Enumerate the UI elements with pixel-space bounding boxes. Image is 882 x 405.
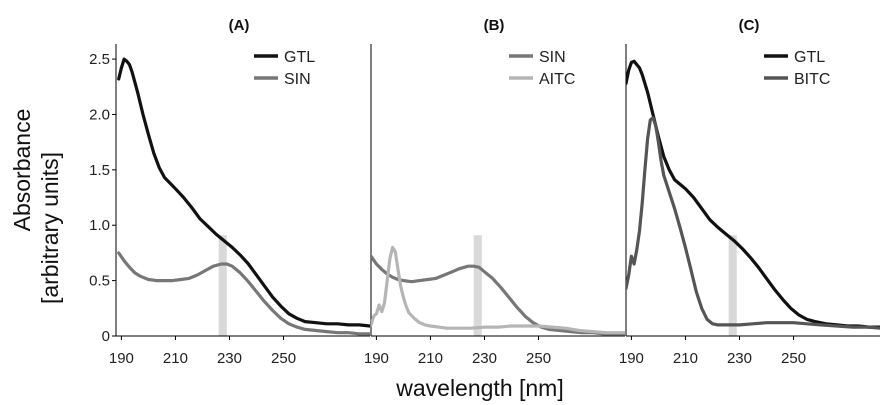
panel-b-series-aitc: [371, 245, 625, 335]
panel-c-legend-label-gtl: GTL: [794, 49, 825, 66]
panel-c-x-tick-label-190: 190: [619, 350, 644, 367]
y-axis-label-line2: [arbitrary units]: [37, 152, 63, 304]
panel-a-y-tick-label-0: 0: [102, 328, 110, 345]
panel-c-highlight-band: [728, 235, 737, 336]
panel-c-series-gtl: [626, 59, 880, 329]
panel-c-x-tick-label-230: 230: [727, 350, 752, 367]
panel-a-legend-label-sin: SIN: [284, 71, 311, 88]
panel-c-title: (C): [739, 17, 760, 34]
panel-a-x-tick-label-190: 190: [109, 350, 134, 367]
panel-a-y-tick-label-0-5: 0.5: [89, 273, 110, 290]
panel-b-legend-label-aitc: AITC: [539, 71, 575, 88]
x-axis-label: wavelength [nm]: [395, 375, 563, 401]
panel-a-x-tick-label-210: 210: [163, 350, 188, 367]
panel-b: 190 210 230 250 (B) SIN AITC: [364, 17, 625, 367]
panel-c-x-tick-label-210: 210: [673, 350, 698, 367]
panel-a: 0 0.5 1.0 1.5 2.0 2.5 190 210 230 250 (A) GTL SIN: [89, 17, 370, 367]
panel-c-legend-label-bitc: BITC: [794, 71, 830, 88]
panel-b-highlight-band: [473, 235, 482, 336]
panel-a-highlight-band: [218, 235, 227, 336]
panel-b-x-tick-label-250: 250: [526, 350, 551, 367]
panel-c-series-bitc: [626, 116, 880, 330]
panel-a-x-tick-label-250: 250: [271, 350, 296, 367]
panel-a-legend-label-gtl: GTL: [284, 49, 315, 66]
panel-a-x-tick-label-230: 230: [217, 350, 242, 367]
panel-c-x-tick-label-250: 250: [781, 350, 806, 367]
panel-b-x-tick-label-190: 190: [364, 350, 389, 367]
panel-b-legend-label-sin: SIN: [539, 49, 566, 66]
panel-a-series-sin: [117, 251, 370, 336]
panel-a-y-tick-label-1-0: 1.0: [89, 217, 110, 234]
panel-b-x-tick-label-210: 210: [418, 350, 443, 367]
panel-b-title: (B): [484, 17, 505, 34]
panel-a-series-gtl: [117, 57, 370, 328]
panel-c: 190 210 230 250 (C) GTL BITC: [619, 17, 880, 367]
panel-a-title: (A): [229, 17, 250, 34]
panel-a-y-tick-label-2-5: 2.5: [89, 51, 110, 68]
y-axis-label-line1: Absorbance: [9, 109, 35, 232]
panel-b-x-tick-label-230: 230: [472, 350, 497, 367]
panel-b-series-sin: [371, 254, 625, 336]
panel-a-y-tick-label-1-5: 1.5: [89, 162, 110, 179]
panel-a-y-tick-label-2-0: 2.0: [89, 106, 110, 123]
